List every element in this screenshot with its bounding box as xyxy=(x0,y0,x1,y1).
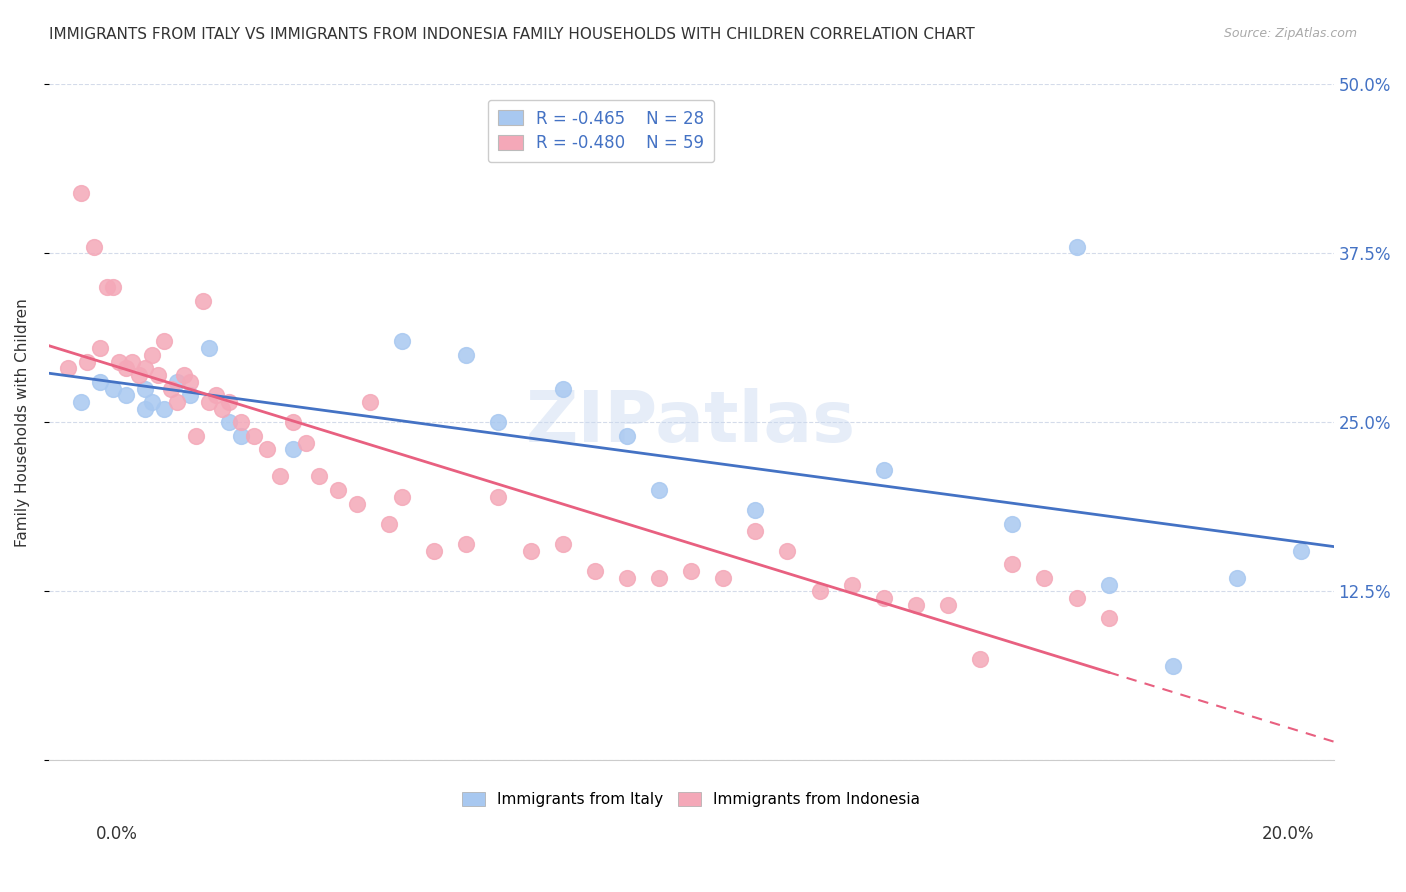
Point xyxy=(141,348,163,362)
Point xyxy=(936,598,959,612)
Point xyxy=(1001,558,1024,572)
Text: Source: ZipAtlas.com: Source: ZipAtlas.com xyxy=(1223,27,1357,40)
Point xyxy=(134,401,156,416)
Point xyxy=(904,598,927,612)
Point xyxy=(179,375,201,389)
Point xyxy=(114,361,136,376)
Point xyxy=(808,584,831,599)
Point xyxy=(486,416,509,430)
Point xyxy=(486,490,509,504)
Point xyxy=(179,388,201,402)
Point xyxy=(648,571,671,585)
Point xyxy=(423,544,446,558)
Point xyxy=(1098,611,1121,625)
Point xyxy=(456,348,478,362)
Text: IMMIGRANTS FROM ITALY VS IMMIGRANTS FROM INDONESIA FAMILY HOUSEHOLDS WITH CHILDR: IMMIGRANTS FROM ITALY VS IMMIGRANTS FROM… xyxy=(49,27,974,42)
Point xyxy=(281,442,304,457)
Point xyxy=(101,280,124,294)
Point xyxy=(1291,544,1313,558)
Point xyxy=(378,516,401,531)
Point xyxy=(1066,240,1088,254)
Point xyxy=(841,577,863,591)
Point xyxy=(294,435,316,450)
Point xyxy=(969,652,991,666)
Point xyxy=(269,469,291,483)
Point xyxy=(128,368,150,383)
Point xyxy=(173,368,195,383)
Point xyxy=(101,382,124,396)
Point xyxy=(153,401,176,416)
Text: 20.0%: 20.0% xyxy=(1263,825,1315,843)
Point xyxy=(218,395,240,409)
Point xyxy=(56,361,79,376)
Point xyxy=(681,564,703,578)
Point xyxy=(218,416,240,430)
Point xyxy=(153,334,176,349)
Point xyxy=(146,368,169,383)
Point xyxy=(776,544,799,558)
Point xyxy=(744,524,766,538)
Point xyxy=(231,429,253,443)
Point xyxy=(1001,516,1024,531)
Point xyxy=(166,395,188,409)
Y-axis label: Family Households with Children: Family Households with Children xyxy=(15,298,30,547)
Point xyxy=(873,463,896,477)
Point xyxy=(1161,658,1184,673)
Point xyxy=(76,354,98,368)
Point xyxy=(551,537,574,551)
Point xyxy=(186,429,208,443)
Point xyxy=(204,388,226,402)
Point xyxy=(191,293,214,308)
Point xyxy=(256,442,278,457)
Text: ZIPatlas: ZIPatlas xyxy=(526,388,856,457)
Point xyxy=(114,388,136,402)
Point xyxy=(108,354,131,368)
Point xyxy=(83,240,105,254)
Point xyxy=(583,564,606,578)
Point xyxy=(648,483,671,497)
Point xyxy=(166,375,188,389)
Point xyxy=(1066,591,1088,606)
Point xyxy=(70,395,93,409)
Point xyxy=(211,401,233,416)
Point xyxy=(281,416,304,430)
Point xyxy=(141,395,163,409)
Point xyxy=(616,571,638,585)
Point xyxy=(1098,577,1121,591)
Point xyxy=(744,503,766,517)
Point xyxy=(243,429,266,443)
Point xyxy=(326,483,349,497)
Point xyxy=(346,496,368,510)
Point xyxy=(70,186,93,200)
Point xyxy=(198,395,221,409)
Point xyxy=(873,591,896,606)
Point xyxy=(89,375,111,389)
Legend: Immigrants from Italy, Immigrants from Indonesia: Immigrants from Italy, Immigrants from I… xyxy=(456,786,927,814)
Point xyxy=(96,280,118,294)
Point xyxy=(391,490,413,504)
Point xyxy=(616,429,638,443)
Point xyxy=(121,354,143,368)
Point xyxy=(551,382,574,396)
Point xyxy=(308,469,330,483)
Point xyxy=(1033,571,1056,585)
Point xyxy=(231,416,253,430)
Point xyxy=(134,382,156,396)
Point xyxy=(519,544,541,558)
Point xyxy=(359,395,381,409)
Point xyxy=(134,361,156,376)
Text: 0.0%: 0.0% xyxy=(96,825,138,843)
Point xyxy=(159,382,181,396)
Point xyxy=(711,571,734,585)
Point xyxy=(198,341,221,355)
Point xyxy=(89,341,111,355)
Point xyxy=(456,537,478,551)
Point xyxy=(391,334,413,349)
Point xyxy=(1226,571,1249,585)
